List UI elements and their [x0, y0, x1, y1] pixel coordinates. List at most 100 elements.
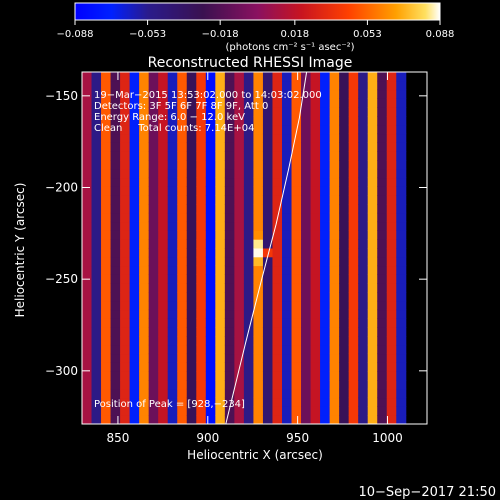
heatmap-cell — [358, 72, 369, 82]
heatmap-cell — [82, 265, 93, 275]
heatmap-cell — [148, 221, 159, 231]
heatmap-cell — [377, 72, 388, 82]
limb-line — [225, 72, 308, 424]
heatmap-cell — [205, 177, 216, 187]
heatmap-cell — [377, 274, 388, 284]
heatmap-cell — [243, 353, 254, 363]
heatmap-cell — [91, 221, 102, 231]
heatmap-cell — [243, 256, 254, 267]
heatmap-cell — [177, 160, 188, 170]
heatmap-cell — [224, 195, 235, 205]
y-axis-label: Heliocentric Y (arcsec) — [13, 183, 27, 318]
heatmap-cell — [101, 80, 112, 91]
heatmap-cell — [158, 177, 169, 187]
heatmap-cell — [272, 397, 283, 407]
heatmap-cell — [339, 274, 350, 284]
heatmap-cell — [234, 248, 245, 258]
heatmap-cell — [358, 212, 369, 223]
heatmap-cell — [253, 248, 264, 258]
heatmap-cell — [329, 309, 340, 319]
heatmap-cell — [243, 89, 254, 99]
heatmap-cell — [186, 80, 197, 91]
heatmap-cell — [386, 160, 397, 170]
heatmap-cell — [348, 116, 359, 126]
heatmap-cell — [205, 133, 216, 143]
heatmap-cell — [101, 186, 112, 196]
heatmap-cell — [139, 318, 150, 328]
heatmap-cell — [224, 116, 235, 126]
heatmap-cell — [101, 406, 112, 416]
heatmap-cell — [120, 168, 131, 179]
heatmap-cell — [386, 168, 397, 179]
heatmap-cell — [101, 283, 112, 293]
heatmap-cell — [205, 195, 216, 205]
heatmap-cell — [101, 380, 112, 390]
heatmap-cell — [281, 362, 293, 372]
heatmap-cell — [396, 124, 407, 135]
colorbar-tick-label: 0.018 — [281, 29, 310, 40]
heatmap-cell — [158, 397, 169, 407]
colorbar-tick-label: 0.053 — [353, 29, 382, 40]
heatmap-cell — [129, 160, 140, 170]
heatmap-cell — [120, 239, 131, 249]
heatmap-cell — [358, 168, 369, 179]
heatmap-cell — [158, 107, 169, 117]
heatmap-cell — [272, 230, 283, 240]
heatmap-cell — [377, 160, 388, 170]
heatmap-cell — [120, 177, 131, 187]
heatmap-cell — [82, 336, 93, 346]
heatmap-cell — [377, 406, 388, 416]
heatmap-cell — [215, 72, 226, 82]
heatmap-cell — [320, 212, 331, 223]
heatmap-cell — [101, 168, 112, 179]
heatmap-cell — [224, 300, 235, 311]
heatmap-cell — [320, 371, 331, 381]
heatmap-cell — [158, 415, 169, 424]
heatmap-cell — [301, 344, 312, 355]
heatmap-cell — [358, 283, 369, 293]
heatmap-cell — [139, 124, 150, 135]
heatmap-cell — [320, 309, 331, 319]
heatmap-cell — [377, 256, 388, 267]
heatmap-cell — [377, 204, 388, 214]
heatmap-cell — [367, 309, 378, 319]
heatmap-cell — [205, 371, 216, 381]
heatmap-cell — [148, 107, 159, 117]
heatmap-cell — [196, 72, 207, 82]
heatmap-cell — [120, 116, 131, 126]
heatmap-cell — [367, 80, 378, 91]
heatmap-cell — [82, 89, 93, 99]
heatmap-cell — [91, 415, 102, 424]
heatmap-cell — [177, 415, 188, 424]
heatmap-cell — [82, 98, 93, 108]
heatmap-cell — [167, 362, 178, 372]
heatmap-cell — [281, 98, 293, 108]
heatmap-cell — [386, 371, 397, 381]
heatmap-cell — [129, 274, 140, 284]
heatmap-cell — [291, 248, 302, 258]
heatmap-cell — [101, 142, 112, 152]
heatmap-cell — [291, 380, 302, 390]
heatmap-cell — [82, 168, 93, 179]
heatmap-cell — [339, 186, 350, 196]
heatmap-cell — [196, 353, 207, 363]
heatmap-cell — [301, 248, 312, 258]
heatmap-cell — [320, 98, 331, 108]
heatmap-cell — [224, 212, 235, 223]
heatmap-cell — [205, 116, 216, 126]
heatmap-cell — [120, 274, 131, 284]
heatmap-cell — [377, 336, 388, 346]
heatmap-cell — [243, 160, 254, 170]
heatmap-cell — [129, 388, 140, 399]
heatmap-cell — [120, 256, 131, 267]
heatmap-cell — [348, 80, 359, 91]
heatmap-cell — [253, 256, 264, 267]
heatmap-cell — [215, 142, 226, 152]
heatmap-cell — [329, 336, 340, 346]
heatmap-cell — [177, 89, 188, 99]
heatmap-cell — [120, 186, 131, 196]
peak-position-label: Position of Peak = [928,−234] — [94, 399, 245, 410]
heatmap-cell — [120, 344, 131, 355]
heatmap-cell — [215, 362, 226, 372]
heatmap-cell — [348, 283, 359, 293]
